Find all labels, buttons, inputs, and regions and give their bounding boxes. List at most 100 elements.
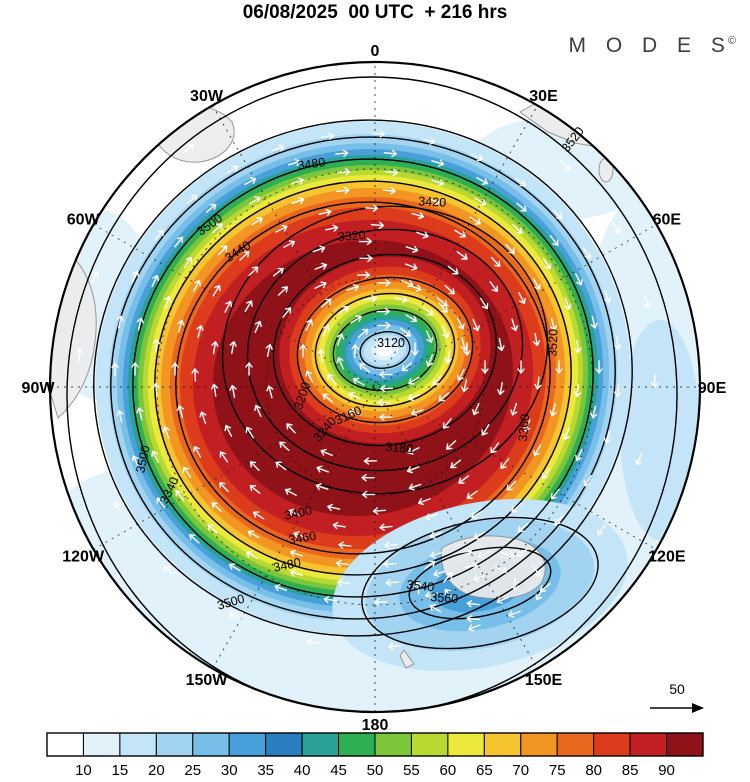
wind-arrow [284,488,297,497]
colorbar-tick-label: 75 [549,762,566,779]
gyre-contours [361,516,599,650]
wind-arrow [272,267,284,277]
wind-arrow [555,360,563,374]
wind-arrow [379,370,393,379]
wind-arrow [573,383,582,398]
wind-arrow [379,413,393,421]
wind-arrow [562,427,570,440]
wind-arrow [316,465,330,473]
wind-arrow [472,402,480,416]
colorbar-tick-label: 45 [330,762,347,779]
contour-value-label: 3520 [546,329,561,357]
wind-arrow [444,588,454,600]
wind-arrow [574,339,582,354]
wind-arrow [516,202,527,212]
height-contour [175,201,551,555]
wind-arrow [187,194,198,204]
wind-arrow [274,584,288,592]
wind-arrow [211,502,222,512]
colorbar-tick-label: 10 [75,762,92,779]
wind-arrow [363,457,378,465]
wind-arrow [533,444,542,457]
colorbar-cell [155,732,194,757]
wind-arrow [299,344,307,358]
height-contour [296,276,474,424]
colorbar-border [46,732,704,757]
wind-arrow [136,317,144,331]
wind-arrow [394,295,408,304]
longitude-label: 120E [648,549,686,566]
wind-arrow [182,466,192,479]
wind-arrow [217,245,228,256]
contour-value-label: 3480 [297,155,327,173]
wind-arrow [377,398,391,407]
wind-arrow [327,503,341,512]
colorbar-cell [410,732,449,757]
wind-arrow [590,405,598,419]
wind-arrow [511,503,522,513]
wind-arrow [436,297,448,307]
colorbar-cell [82,732,121,757]
wind-arrow [466,615,480,623]
height-contour [154,180,572,576]
wind-arrow [431,179,445,187]
wind-arrow [286,423,296,434]
wind-arrow [371,130,386,138]
wind-arrow [472,318,480,332]
wind-arrow [474,197,487,206]
wind-arrow [429,531,443,539]
wind-arrow [91,270,99,284]
wind-arrow [385,579,399,587]
wind-arrow [350,315,362,324]
wind-arrow [372,507,387,515]
wind-arrow [422,306,434,316]
colorbar-tick-label: 55 [403,762,420,779]
wind-arrow [332,86,346,94]
wind-arrow [379,523,393,531]
wind-arrow [422,137,436,145]
wind-arrow [359,254,373,262]
wind-arrow [534,376,542,390]
wind-arrow [470,153,483,162]
wind-arrow [438,392,450,402]
wind-arrow [219,451,229,463]
wind-arrow [612,222,621,234]
wind-arrow [384,541,398,550]
reference-arrow-label: 50 [669,681,685,697]
wind-arrow [552,209,563,220]
wind-arrow [590,315,598,329]
wind-arrow [320,448,333,457]
wind-arrow [314,281,327,289]
wind-arrow [506,480,517,491]
contour-value-label: 3180 [385,440,414,456]
wind-arrow [405,245,419,253]
wind-arrow [249,484,261,494]
wind-arrow [508,610,521,618]
wind-arrow [152,382,160,397]
wind-arrow [575,448,583,462]
height-contour-3560 [408,546,552,620]
modes-logo-text: M O D E S [568,34,732,57]
wind-arrow [380,384,394,393]
wind-arrow [400,327,411,337]
wind-arrow [174,236,184,248]
longitude-label: 60E [653,212,682,229]
wind-arrow [512,224,523,234]
wind-arrow [532,565,541,577]
longitude-label: 60W [67,212,101,229]
map-interior [50,62,700,712]
colorbar-cell [192,732,230,757]
wind-arrow [643,295,651,309]
wind-arrow [183,256,193,269]
wind-arrow [377,279,391,287]
wind-arrow [162,426,170,439]
longitude-label: 0 [371,43,380,60]
wind-arrow [111,362,119,376]
colorbar-tick-label: 65 [476,762,493,779]
wind-arrow [582,247,591,259]
wind-arrow [468,624,481,632]
wind-arrow [254,404,262,418]
wind-arrow [517,523,529,533]
longitude-label: 150W [186,672,229,689]
wind-arrow [535,588,544,601]
